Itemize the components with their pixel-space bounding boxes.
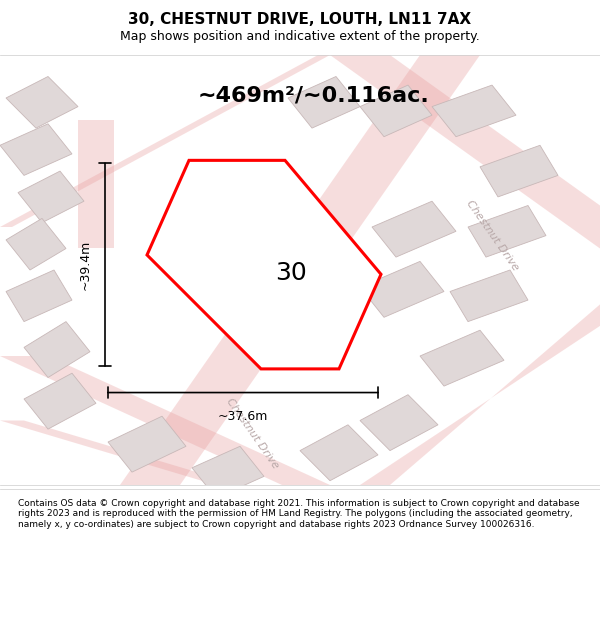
Text: ~39.4m: ~39.4m bbox=[79, 239, 92, 290]
Polygon shape bbox=[372, 201, 456, 257]
Polygon shape bbox=[6, 76, 78, 128]
Text: 30: 30 bbox=[275, 261, 307, 285]
Polygon shape bbox=[6, 270, 72, 322]
Polygon shape bbox=[0, 55, 330, 227]
Polygon shape bbox=[0, 356, 330, 485]
Polygon shape bbox=[360, 85, 432, 137]
Polygon shape bbox=[6, 218, 66, 270]
Polygon shape bbox=[432, 85, 516, 137]
Polygon shape bbox=[420, 330, 504, 386]
Text: ~37.6m: ~37.6m bbox=[218, 410, 268, 422]
Polygon shape bbox=[147, 161, 381, 369]
Polygon shape bbox=[360, 261, 444, 318]
Polygon shape bbox=[18, 171, 84, 222]
Text: Map shows position and indicative extent of the property.: Map shows position and indicative extent… bbox=[120, 30, 480, 43]
Text: 30, CHESTNUT DRIVE, LOUTH, LN11 7AX: 30, CHESTNUT DRIVE, LOUTH, LN11 7AX bbox=[128, 12, 472, 27]
Polygon shape bbox=[24, 373, 96, 429]
Polygon shape bbox=[468, 206, 546, 257]
Text: Chestnut Drive: Chestnut Drive bbox=[224, 396, 280, 471]
Polygon shape bbox=[300, 425, 378, 481]
Polygon shape bbox=[0, 124, 72, 176]
Polygon shape bbox=[0, 421, 240, 485]
Polygon shape bbox=[330, 55, 600, 249]
Polygon shape bbox=[480, 145, 558, 197]
Polygon shape bbox=[360, 395, 438, 451]
Polygon shape bbox=[288, 76, 360, 128]
Polygon shape bbox=[78, 119, 114, 249]
Polygon shape bbox=[450, 270, 528, 322]
Text: Chestnut Drive: Chestnut Drive bbox=[464, 199, 520, 272]
Text: ~469m²/~0.116ac.: ~469m²/~0.116ac. bbox=[198, 85, 430, 105]
Polygon shape bbox=[24, 322, 90, 378]
Polygon shape bbox=[192, 446, 264, 498]
Polygon shape bbox=[120, 55, 480, 485]
Text: Contains OS data © Crown copyright and database right 2021. This information is : Contains OS data © Crown copyright and d… bbox=[18, 499, 580, 529]
Polygon shape bbox=[360, 304, 600, 485]
Polygon shape bbox=[108, 416, 186, 472]
